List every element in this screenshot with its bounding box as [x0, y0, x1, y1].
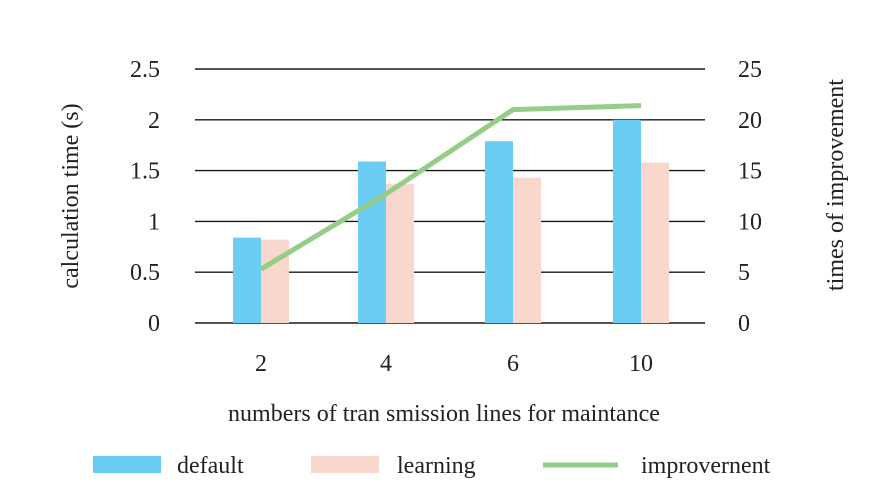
y2-tick-label: 20 [738, 108, 762, 134]
y-tick-label: 1.5 [130, 159, 160, 185]
legend-label-learning: learning [397, 453, 476, 479]
bar-default [485, 141, 513, 323]
y-axis-title: calculation time (s) [58, 103, 84, 288]
bars [233, 119, 669, 323]
y2-tick-label: 5 [738, 260, 750, 286]
bar-default [358, 161, 386, 323]
bar-default [233, 237, 261, 323]
bar-learning [386, 183, 414, 323]
y-tick-label: 1 [148, 209, 160, 235]
x-tick-label: 10 [629, 351, 653, 377]
legend-swatch-learning [311, 456, 379, 473]
bar-learning [513, 177, 541, 323]
y-tick-label: 0.5 [130, 260, 160, 286]
y2-tick-label: 10 [738, 209, 762, 235]
bar-default [613, 119, 641, 323]
legend-label-improvernent: improvernent [641, 453, 771, 479]
legend-swatch-default [93, 456, 161, 473]
bar-learning [641, 162, 669, 323]
legend: default learning improvernent [93, 453, 771, 479]
y-tick-label: 0 [148, 311, 160, 337]
right-axis-ticks: 0 5 10 15 20 25 [738, 57, 762, 337]
line-improvernent [259, 103, 642, 272]
x-axis-title: numbers of tran smission lines for maint… [228, 401, 660, 427]
line-series [259, 103, 642, 272]
y-tick-label: 2.5 [130, 57, 160, 83]
x-axis-ticks: 2 4 6 10 [255, 351, 653, 377]
y2-tick-label: 15 [738, 159, 762, 185]
left-axis-ticks: 0 0.5 1 1.5 2 2.5 [130, 57, 160, 337]
y2-tick-label: 25 [738, 57, 762, 83]
x-tick-label: 6 [507, 351, 519, 377]
y2-axis-title: times of improvement [823, 79, 849, 291]
x-tick-label: 2 [255, 351, 267, 377]
y2-tick-label: 0 [738, 311, 750, 337]
y-tick-label: 2 [148, 108, 160, 134]
legend-label-default: default [177, 453, 244, 479]
x-tick-label: 4 [380, 351, 392, 377]
